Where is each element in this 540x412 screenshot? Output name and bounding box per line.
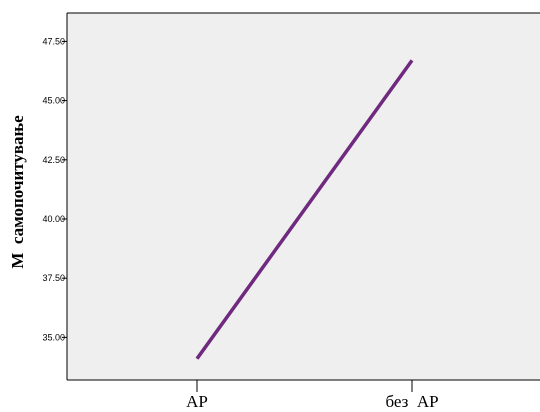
- y-tick-label: 35.00: [42, 332, 65, 342]
- plot-area: [67, 13, 540, 380]
- y-tick-label: 45.00: [42, 96, 65, 106]
- x-axis: АР без АР: [67, 379, 540, 411]
- series-group: [195, 59, 414, 360]
- y-axis-label: M самопочитување: [8, 115, 27, 269]
- y-tick-label: 40.00: [42, 214, 65, 224]
- x-tick-label: без АР: [385, 392, 438, 411]
- y-tick-label: 37.50: [42, 273, 65, 283]
- y-tick-label: 47.50: [42, 36, 65, 46]
- y-axis: 35.00 37.50 40.00 42.50 45.00 47.50: [42, 12, 540, 380]
- x-tick-label: АР: [186, 392, 208, 411]
- y-tick-label: 42.50: [42, 155, 65, 165]
- series-line: [195, 59, 414, 360]
